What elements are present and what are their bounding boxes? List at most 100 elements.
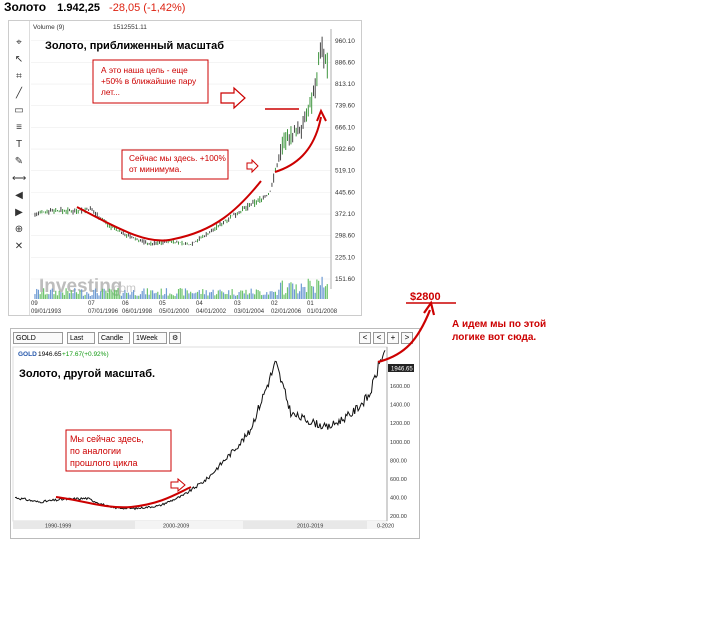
symbol-select[interactable]: GOLD: [13, 332, 63, 344]
chart1-title: Золото, приближенный масштаб: [45, 40, 224, 52]
y-tick-label: 400.00: [390, 495, 407, 501]
y-tick-label: 200.00: [390, 514, 407, 520]
y-tick-label: 372.10: [335, 211, 355, 218]
chart2-plot: [14, 347, 388, 521]
arrow-right-icon[interactable]: ▶: [15, 207, 23, 218]
here-text: Сейчас мы здесь. +100% от минимума.: [129, 153, 226, 174]
x-tick-date: 06/01/1998: [122, 309, 153, 315]
period-label: 2000-2009: [163, 524, 189, 530]
chart1-watermark: Investing .com: [39, 276, 136, 297]
y-tick-label: 800.00: [390, 458, 407, 464]
x-tick-label: 01: [307, 301, 314, 307]
y-tick-label: 592.60: [335, 146, 355, 153]
period-label: 2010-2019: [297, 524, 323, 530]
x-tick-date: 03/01/2004: [234, 309, 265, 315]
x-tick-label: 03: [234, 301, 241, 307]
x-tick-label: 02: [271, 301, 278, 307]
y-tick-label: 298.60: [335, 233, 355, 240]
annotation-target: А это наша цель - еще +50% в ближайшие па…: [92, 59, 209, 104]
target-text: А это наша цель - еще +50% в ближайшие па…: [101, 65, 197, 97]
price-type-select[interactable]: Last: [67, 332, 95, 344]
rectangle-icon[interactable]: ▭: [14, 105, 24, 116]
small-hollow-arrow-icon: [246, 158, 259, 174]
long-projection-arrowhead-icon: [423, 300, 436, 316]
legend-price: 1946.65: [38, 351, 62, 358]
x-tick-date: 02/01/2006: [271, 309, 302, 315]
volume-value: 1512551.11: [113, 24, 147, 31]
x-tick-label: 04: [196, 301, 203, 307]
magnet-icon[interactable]: ⌗: [16, 71, 22, 82]
chart1-y-axis: 960.10 886.60 813.10 739.60 666.10 592.60 519.…: [335, 38, 355, 283]
price-line: [14, 350, 386, 511]
crosshair-icon[interactable]: ⌖: [16, 37, 22, 48]
y-tick-label: 960.10: [335, 38, 355, 45]
period-band-alt: [367, 521, 387, 529]
annotation-here-2: Мы сейчас здесь, по аналогии прошлого цикл…: [65, 429, 172, 472]
cycle-curve: [76, 180, 262, 242]
chart2-y-axis: 1800.001600.001400.001200.001000.00800.0…: [390, 366, 410, 520]
y-tick-label: 1000.00: [390, 440, 410, 446]
chart1-x-axis: 09 07 06 05 04 03 02 01 09/01/1993 07/01/1996 06/0…: [31, 301, 338, 315]
cursor-icon[interactable]: ↖: [14, 54, 24, 65]
projection-arrowhead-icon: [316, 108, 327, 122]
period-label: 1990-1999: [45, 524, 71, 530]
y-tick-label: 739.60: [335, 103, 355, 110]
x-tick-date: 01/01/2008: [307, 309, 338, 315]
target-price-label: $2800: [410, 291, 441, 303]
chart2-title: Золото, другой масштаб.: [19, 368, 155, 380]
y-tick-label: 1400.00: [390, 403, 410, 409]
x-tick-label: 05: [159, 301, 166, 307]
zoomed-chart-svg: Volume (9) 1512551.11 Золото, приближенн…: [31, 24, 355, 315]
chart2-x-axis: 1990-1999 2000-2009 2010-2019 0-2020: [13, 521, 394, 530]
hollow-arrow-icon-2: [170, 477, 186, 493]
quote-header: Золото 1.942,25 -28,05 (-1,42%): [4, 0, 185, 14]
projection-curve: [274, 116, 322, 173]
long-term-chart-panel: GOLD Last Candle 1Week ⚙ < < + > GOLD 19…: [10, 328, 420, 539]
x-tick-label: 07: [88, 301, 95, 307]
x-tick-label: 09: [31, 301, 38, 307]
here-text-2: Мы сейчас здесь, по аналогии прошлого цикл…: [70, 434, 144, 468]
long-term-chart-svg: GOLD 1946.65 +17.67(+0.92%) Золото, друг…: [12, 346, 414, 530]
settings-icon[interactable]: ⚙: [169, 332, 181, 344]
period-label: 0-2020: [377, 524, 394, 530]
y-tick-label: 519.10: [335, 168, 355, 175]
y-tick-label: 151.60: [335, 276, 355, 283]
target-box: [92, 59, 209, 104]
x-tick-date: 04/01/2002: [196, 309, 227, 315]
here-box: [121, 149, 229, 180]
price-tag-text: 1946.65: [391, 367, 413, 373]
x-tick-label: 06: [122, 301, 129, 307]
annotation-here: Сейчас мы здесь. +100% от минимума.: [121, 149, 229, 180]
measure-icon[interactable]: ⟷: [12, 173, 27, 184]
chart-type-select[interactable]: Candle: [98, 332, 130, 344]
y-tick-label: 886.60: [335, 59, 355, 66]
hollow-arrow-icon: [220, 86, 246, 110]
y-tick-label: 445.60: [335, 189, 355, 196]
fib-icon[interactable]: ≡: [16, 122, 22, 133]
zoom-icon[interactable]: ⊕: [14, 224, 24, 235]
interval-select[interactable]: 1Week: [133, 332, 167, 344]
brush-icon[interactable]: ✎: [14, 156, 24, 167]
text-icon[interactable]: T: [15, 139, 23, 150]
y-tick-label: 225.10: [335, 254, 355, 261]
line-icon[interactable]: ╱: [15, 88, 23, 99]
y-tick-label: 666.10: [335, 124, 355, 131]
scroll-left-button[interactable]: <: [359, 332, 371, 344]
here-box-2: [65, 429, 172, 472]
period-band-alt: [135, 521, 243, 529]
y-tick-label: 600.00: [390, 477, 407, 483]
cycle-curve-2: [55, 486, 192, 509]
drawing-toolbar: ⌖ ↖ ⌗ ╱ ▭ ≡ T ✎ ⟷ ◀ ▶ ⊕ ✕: [9, 21, 30, 315]
x-tick-date: 07/01/1996: [88, 309, 119, 315]
arrow-left-icon[interactable]: ◀: [15, 190, 23, 201]
y-tick-label: 1600.00: [390, 384, 410, 390]
zoomed-chart-panel: ⌖ ↖ ⌗ ╱ ▭ ≡ T ✎ ⟷ ◀ ▶ ⊕ ✕ Volume (9) 1512551.11 Золо…: [8, 20, 362, 316]
instrument-title: Золото: [4, 0, 47, 14]
watermark-main: Investing: [39, 276, 122, 297]
y-tick-label: 813.10: [335, 81, 355, 88]
trash-icon[interactable]: ✕: [14, 241, 24, 252]
x-tick-date: 09/01/1993: [31, 309, 62, 315]
x-tick-date: 05/01/2000: [159, 309, 190, 315]
legend-change: +17.67(+0.92%): [62, 351, 109, 358]
current-price: 1.942,25: [57, 2, 100, 14]
